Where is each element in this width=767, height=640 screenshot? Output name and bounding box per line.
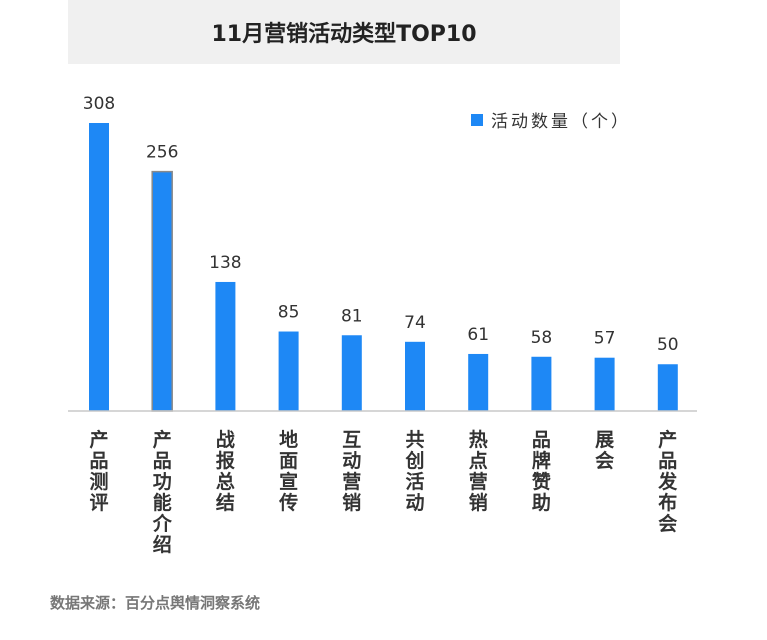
value-label-6: 74 <box>404 313 426 333</box>
chart-title: 11月营销活动类型TOP10 <box>211 22 477 47</box>
value-label-4: 85 <box>278 303 300 323</box>
value-label-2: 256 <box>146 143 178 163</box>
bar-2 <box>151 170 173 412</box>
bar-5 <box>341 335 362 411</box>
bar-4 <box>278 331 299 411</box>
bar-7 <box>468 353 489 411</box>
value-label-8: 58 <box>531 328 553 348</box>
source-note: 数据来源：百分点舆情洞察系统 <box>50 594 261 612</box>
legend: 活动数量（个） <box>471 107 631 132</box>
category-labels-group: 产品测评 产品功能介绍 战报总结 地面宣传 互动营销 共创活动 热点营销 品牌赞助 展会 产品发布… <box>89 428 678 556</box>
category-label-10: 产品发布会 <box>657 428 678 535</box>
bar-9 <box>594 357 615 411</box>
value-label-7: 61 <box>467 325 489 345</box>
value-label-5: 81 <box>341 306 363 326</box>
category-label-8: 品牌赞助 <box>531 429 551 514</box>
category-label-6: 共创活动 <box>404 429 424 514</box>
category-label-9: 展会 <box>595 429 614 472</box>
bar-3 <box>215 281 236 411</box>
category-label-3: 战报总结 <box>216 429 235 514</box>
value-labels-group: 308 256 138 85 81 74 61 58 57 50 <box>83 94 679 355</box>
legend-swatch <box>471 113 483 126</box>
value-label-1: 308 <box>83 94 115 114</box>
category-label-7: 热点营销 <box>469 428 488 514</box>
chart-title-box: 11月营销活动类型TOP10 <box>68 0 620 64</box>
legend-label: 活动数量（个） <box>491 112 631 132</box>
value-label-3: 138 <box>209 253 241 273</box>
category-label-2: 产品功能介绍 <box>152 428 173 556</box>
bar-8 <box>531 356 552 411</box>
value-label-9: 57 <box>594 329 616 349</box>
category-label-1: 产品测评 <box>89 428 108 514</box>
bar-1 <box>89 123 109 411</box>
bar-6 <box>405 341 425 411</box>
bars-group <box>89 123 678 412</box>
bar-10 <box>657 364 678 411</box>
category-label-4: 地面宣传 <box>278 428 298 514</box>
value-label-10: 50 <box>657 335 679 355</box>
category-label-5: 互动营销 <box>342 429 361 514</box>
